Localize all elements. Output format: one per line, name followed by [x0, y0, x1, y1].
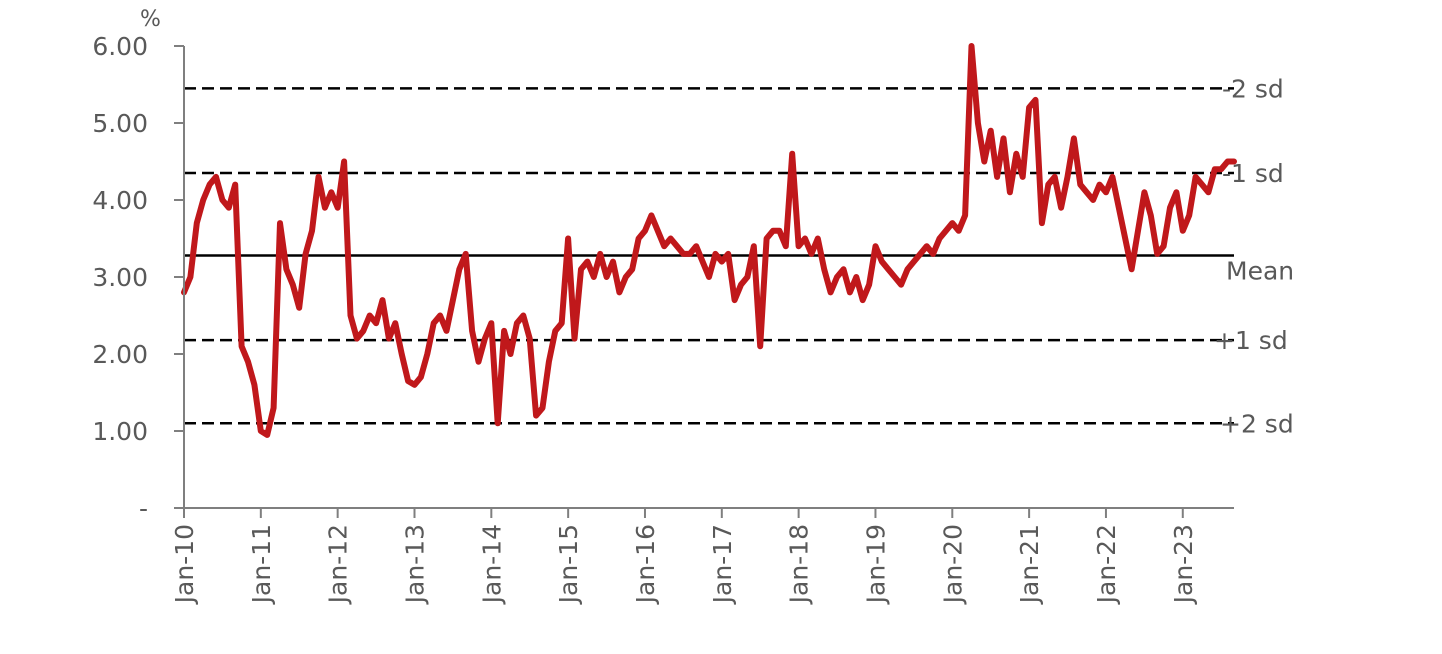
x-tick-label: Jan-19 — [862, 524, 891, 605]
y-tick-label: - — [139, 494, 148, 523]
y-tick-label: 1.00 — [92, 417, 148, 446]
x-tick-label: Jan-12 — [324, 524, 353, 605]
x-tick-label: Jan-23 — [1169, 524, 1198, 605]
y-tick-label: 5.00 — [92, 109, 148, 138]
y-tick-label: 3.00 — [92, 263, 148, 292]
x-tick-label: Jan-15 — [554, 524, 583, 605]
axes: - 1.00 2.00 3.00 4.00 5.00 6.00 Jan-10 Jan-11 Jan… — [92, 32, 1234, 605]
x-tick-label: Jan-10 — [170, 524, 199, 605]
x-tick-label: Jan-18 — [785, 524, 814, 605]
x-tick-label: Jan-17 — [708, 524, 737, 605]
reference-label-1-sd: +1 sd — [1214, 326, 1288, 355]
reference-label-2-sd: +2 sd — [1220, 409, 1294, 438]
y-unit-label: % — [140, 7, 161, 32]
x-tick-label: Jan-20 — [938, 524, 967, 605]
series-layer — [181, 43, 1237, 438]
y-tick-label: 2.00 — [92, 340, 148, 369]
x-tick-label: Jan-13 — [401, 524, 430, 605]
x-tick-label: Jan-16 — [631, 524, 660, 605]
reference-label-mean: Mean — [1226, 256, 1294, 285]
y-tick-label: 4.00 — [92, 186, 148, 215]
x-tick-label: Jan-14 — [477, 524, 506, 605]
y-tick-label: 6.00 — [92, 32, 148, 61]
reference-label-2-sd: -2 sd — [1222, 74, 1284, 103]
x-tick-label: Jan-21 — [1015, 524, 1044, 605]
x-tick-label: Jan-22 — [1092, 524, 1121, 605]
series-line-0 — [181, 43, 1237, 438]
x-tick-label: Jan-11 — [247, 524, 276, 605]
